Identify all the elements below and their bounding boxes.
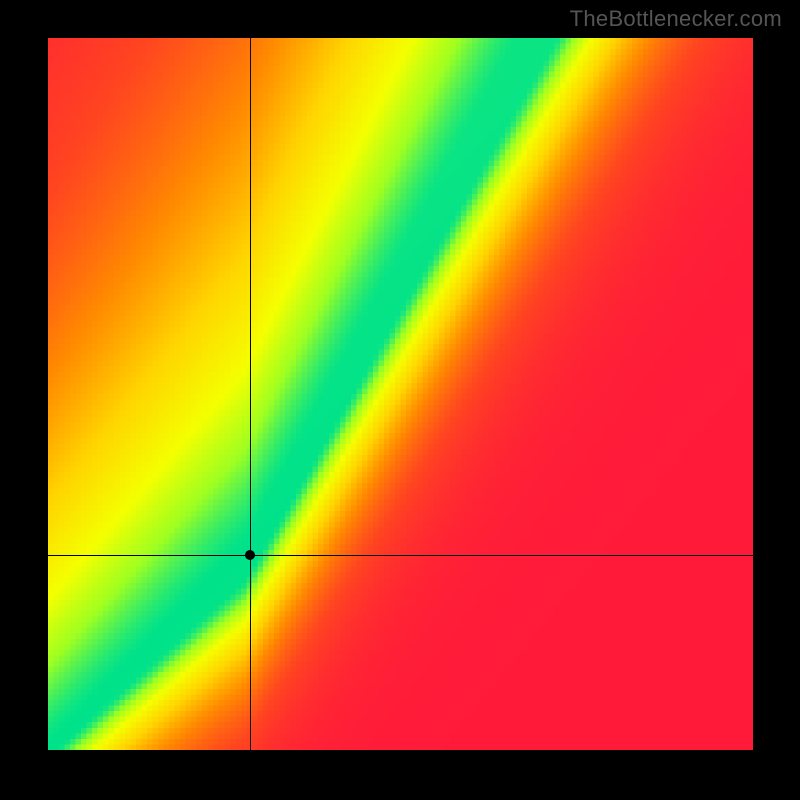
watermark-text: TheBottlenecker.com — [570, 6, 782, 32]
crosshair-vertical — [250, 38, 251, 750]
crosshair-horizontal — [48, 555, 753, 556]
heatmap-canvas — [48, 38, 753, 750]
marker-dot — [245, 550, 255, 560]
heatmap-plot-area — [48, 38, 753, 750]
chart-container: TheBottlenecker.com — [0, 0, 800, 800]
